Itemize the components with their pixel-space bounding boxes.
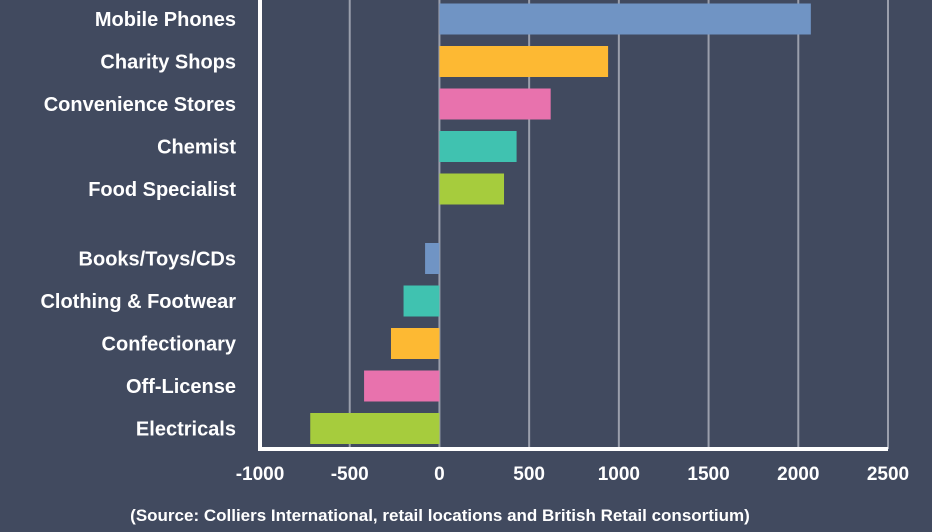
x-tick-label-1000: 1000 xyxy=(598,464,640,485)
bar-charity-shops xyxy=(439,46,609,77)
bar-chemist xyxy=(439,131,517,162)
bar-books-toys-cds xyxy=(425,243,440,274)
x-tick-label-500: 500 xyxy=(513,464,545,485)
category-label-clothing-footwear: Clothing & Footwear xyxy=(40,291,236,313)
bar-convenience-stores xyxy=(439,88,551,120)
source-note: (Source: Colliers International, retail … xyxy=(130,506,750,525)
bar-confectionary xyxy=(390,328,440,359)
category-label-electricals: Electricals xyxy=(136,419,236,441)
x-tick-labels: -1000 -500 0 500 1000 1500 2000 2500 xyxy=(236,464,909,485)
category-label-books-toys-cds: Books/Toys/CDs xyxy=(79,249,236,271)
x-tick-label-2000: 2000 xyxy=(777,464,819,485)
x-tick-label-1500: 1500 xyxy=(687,464,729,485)
bar-off-license xyxy=(364,370,440,402)
bar-electricals xyxy=(310,413,440,444)
category-label-chemist: Chemist xyxy=(157,137,236,159)
bar-food-specialist xyxy=(439,173,505,205)
bar-mobile-phones xyxy=(439,3,811,35)
category-label-convenience-stores: Convenience Stores xyxy=(44,94,236,116)
category-label-mobile-phones: Mobile Phones xyxy=(95,9,236,31)
category-labels: Mobile Phones Charity Shops Convenience St… xyxy=(40,9,236,441)
x-tick-label-0: 0 xyxy=(434,464,445,485)
category-label-off-license: Off-License xyxy=(126,376,236,398)
category-label-food-specialist: Food Specialist xyxy=(88,179,236,201)
bar-clothing-footwear xyxy=(403,285,440,317)
category-label-confectionary: Confectionary xyxy=(102,334,237,356)
bars xyxy=(310,3,811,444)
category-label-charity-shops: Charity Shops xyxy=(100,52,236,74)
x-tick-label-minus-500: -500 xyxy=(331,464,369,485)
x-tick-label-minus-1000: -1000 xyxy=(236,464,285,485)
x-tick-label-2500: 2500 xyxy=(867,464,909,485)
